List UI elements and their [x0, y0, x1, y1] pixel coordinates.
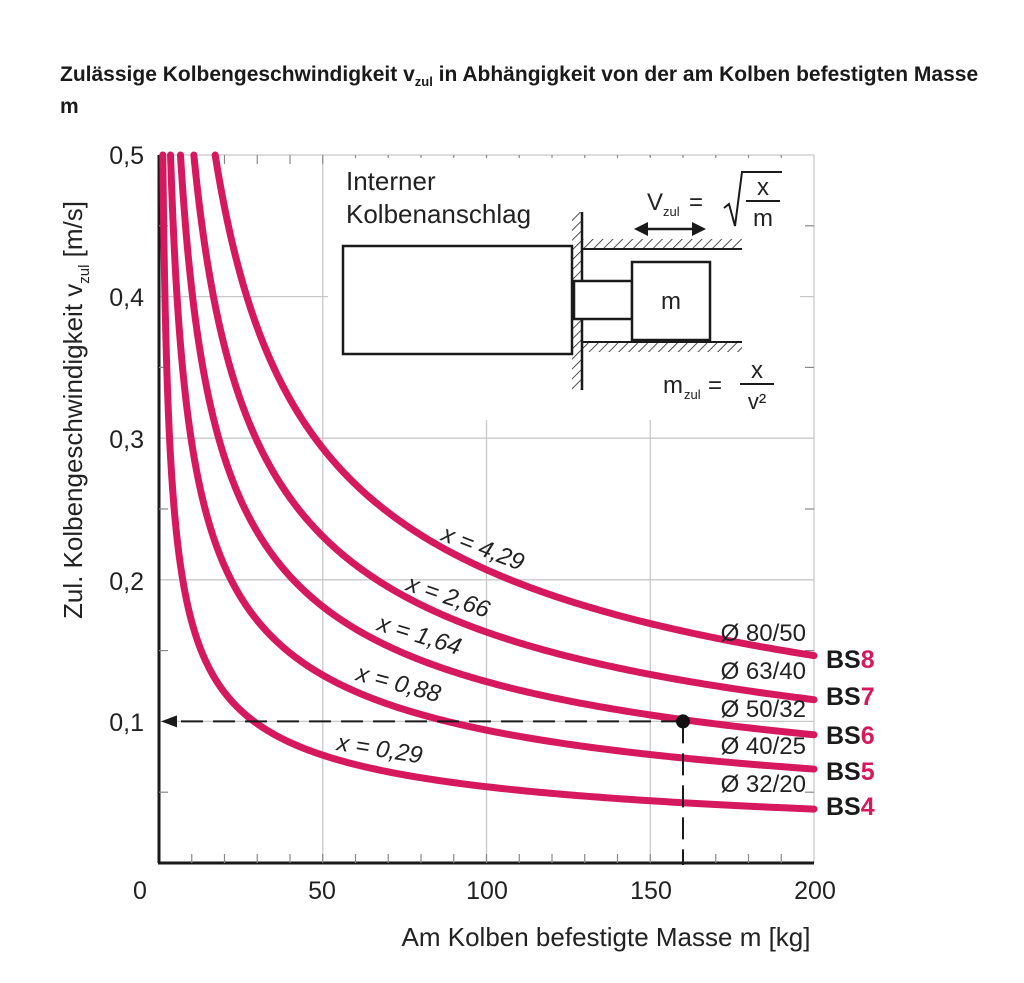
- curve-bs7: [190, 151, 818, 704]
- velocity-formula: V zul = x m: [647, 171, 782, 232]
- y-tick-label: 0,1: [109, 709, 144, 737]
- diameter-label-bs4: Ø 32/20: [721, 771, 806, 798]
- y-tick-label: 0,2: [109, 568, 144, 596]
- y-tick-label: 0,3: [109, 426, 144, 454]
- motion-arrow-right-head: [692, 222, 706, 236]
- x-tick-label: 200: [794, 877, 836, 905]
- x-tick-label: 100: [466, 877, 508, 905]
- y-tick-label: 0,5: [109, 142, 144, 170]
- diameter-label-bs6: Ø 50/32: [721, 696, 806, 723]
- y-tick-label: 0,4: [109, 284, 144, 312]
- tick-marks: [159, 155, 814, 863]
- diameter-label-bs8: Ø 80/50: [721, 620, 806, 647]
- y-axis-title: Zul. Kolbengeschwindigkeit vzul [m/s]: [58, 201, 93, 619]
- inset-label-line2: Kolbenanschlag: [346, 199, 531, 229]
- rail-top-hatch: [582, 239, 742, 249]
- bs-label-4: BS4: [826, 793, 875, 821]
- piston-rod: [572, 279, 634, 321]
- y-axis-title-sub: zul: [76, 265, 93, 284]
- curve-bs6: [176, 151, 818, 739]
- mass-block: [630, 260, 712, 342]
- bs-label-8: BS8: [826, 646, 875, 674]
- y-axis-title-end: [m/s]: [58, 201, 88, 265]
- y-axis-title-main: Zul. Kolbengeschwindigkeit v: [58, 284, 88, 619]
- v-formula-sub: zul: [663, 204, 680, 219]
- bs-label-7: BS7: [826, 683, 875, 711]
- x-tick-label: 50: [308, 877, 336, 905]
- diameter-label-bs5: Ø 40/25: [721, 733, 806, 760]
- v-formula-num: x: [757, 174, 769, 201]
- x-tick-labels: 0 50 100 150 200: [133, 877, 836, 905]
- inset-background: [328, 158, 800, 420]
- sqrt-sign: [723, 171, 782, 227]
- m-formula-num: x: [751, 357, 763, 384]
- chart-title: Zulässige Kolbengeschwindigkeit vzul in …: [60, 60, 1000, 122]
- curves: [159, 151, 818, 813]
- motion-arrow-left-head: [634, 222, 648, 236]
- rail-bottom-hatch: [582, 342, 742, 352]
- bs-label-6: BS6: [826, 722, 875, 750]
- example-point: [676, 714, 690, 729]
- curve-bs4: [159, 151, 818, 813]
- piston-inset-diagram: Interner Kolbenanschlag m V zul = x m m …: [328, 158, 800, 420]
- x-axis-title: Am Kolben befestigte Masse m [kg]: [402, 922, 811, 952]
- m-formula-den: v²: [748, 389, 766, 414]
- example-arrow-head: [161, 715, 177, 728]
- mass-formula: m zul = x v²: [663, 357, 774, 414]
- x-tick-label: 0: [133, 877, 147, 905]
- v-formula-v: V: [647, 189, 663, 216]
- inset-label-line1: Interner: [346, 166, 436, 196]
- m-formula-m: m: [663, 372, 683, 399]
- m-formula-sub: zul: [684, 387, 701, 402]
- title-subscript: zul: [414, 74, 433, 89]
- curve-bs8: [211, 151, 818, 660]
- x-tick-label: 150: [630, 877, 672, 905]
- curve-bs5: [167, 151, 818, 773]
- title-part1: Zulässige Kolbengeschwindigkeit v: [60, 63, 415, 86]
- bs-label-5: BS5: [826, 758, 875, 786]
- v-formula-eq: =: [689, 189, 703, 216]
- y-tick-labels: 0,1 0,2 0,3 0,4 0,5: [109, 142, 144, 737]
- title-part2: in Abhängigkeit von der am Kolben befest…: [60, 63, 979, 118]
- v-formula-den: m: [753, 205, 773, 232]
- mass-label: m: [661, 288, 681, 315]
- m-formula-eq: =: [708, 372, 722, 399]
- diameter-label-bs7: Ø 63/40: [721, 658, 806, 685]
